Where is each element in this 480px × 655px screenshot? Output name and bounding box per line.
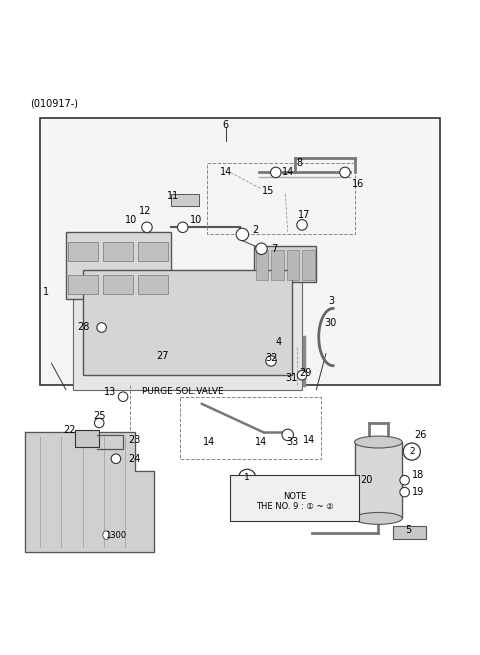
Text: 4: 4: [275, 337, 281, 346]
FancyBboxPatch shape: [271, 250, 284, 280]
Circle shape: [142, 222, 152, 233]
Text: 25: 25: [93, 411, 106, 421]
Circle shape: [403, 443, 420, 460]
Circle shape: [95, 418, 104, 428]
Text: 3: 3: [328, 296, 335, 307]
FancyBboxPatch shape: [355, 442, 402, 518]
Text: 24: 24: [128, 454, 140, 464]
Text: 27: 27: [156, 351, 168, 361]
Text: 5: 5: [406, 525, 412, 535]
Circle shape: [97, 323, 107, 332]
Text: 14: 14: [219, 168, 232, 178]
FancyBboxPatch shape: [73, 271, 302, 390]
Bar: [393, 525, 426, 539]
Text: 14: 14: [255, 437, 268, 447]
Circle shape: [400, 487, 409, 497]
Ellipse shape: [103, 531, 110, 539]
Text: PURGE SOL.VALVE: PURGE SOL.VALVE: [142, 387, 224, 396]
Circle shape: [282, 429, 293, 441]
FancyBboxPatch shape: [68, 242, 98, 261]
FancyBboxPatch shape: [83, 271, 292, 375]
Text: 11: 11: [167, 191, 180, 201]
Text: 33: 33: [287, 437, 299, 447]
Text: 18: 18: [412, 470, 424, 480]
Text: 13: 13: [104, 387, 116, 397]
Text: 20: 20: [360, 476, 372, 485]
Circle shape: [239, 469, 256, 487]
Text: NOTE
THE NO. 9 : ① ~ ②: NOTE THE NO. 9 : ① ~ ②: [256, 492, 334, 512]
Circle shape: [118, 392, 128, 402]
Text: 26: 26: [414, 430, 427, 440]
Text: 28: 28: [77, 322, 90, 333]
Text: 10: 10: [125, 215, 137, 225]
FancyBboxPatch shape: [230, 476, 360, 521]
Text: 8: 8: [297, 158, 303, 168]
Circle shape: [297, 219, 307, 230]
FancyBboxPatch shape: [254, 246, 316, 282]
Text: 19: 19: [412, 487, 424, 497]
Text: 14: 14: [203, 437, 215, 447]
FancyBboxPatch shape: [302, 250, 315, 280]
Bar: [75, 430, 99, 447]
FancyBboxPatch shape: [103, 242, 133, 261]
Text: 29: 29: [300, 368, 312, 378]
Text: 31: 31: [285, 373, 297, 383]
Text: 32: 32: [265, 352, 277, 363]
FancyBboxPatch shape: [287, 250, 300, 280]
FancyBboxPatch shape: [138, 242, 168, 261]
Text: (010917-): (010917-): [30, 98, 78, 108]
Ellipse shape: [355, 512, 402, 525]
Text: 1300: 1300: [105, 531, 127, 540]
Text: 15: 15: [262, 187, 274, 196]
Text: 12: 12: [139, 206, 152, 215]
FancyBboxPatch shape: [103, 275, 133, 294]
Text: 6: 6: [223, 120, 229, 130]
FancyBboxPatch shape: [256, 250, 268, 280]
Circle shape: [400, 476, 409, 485]
Text: 1: 1: [43, 287, 49, 297]
Circle shape: [271, 167, 281, 178]
Text: 2: 2: [409, 447, 415, 456]
Text: 16: 16: [352, 179, 364, 189]
Polygon shape: [25, 432, 154, 552]
Text: 1: 1: [244, 474, 250, 482]
Circle shape: [236, 228, 249, 240]
Text: 14: 14: [303, 435, 315, 445]
Ellipse shape: [355, 436, 402, 448]
Circle shape: [297, 371, 307, 380]
Circle shape: [111, 454, 120, 464]
Circle shape: [256, 243, 267, 255]
FancyBboxPatch shape: [66, 232, 171, 299]
FancyBboxPatch shape: [39, 117, 441, 384]
Circle shape: [340, 167, 350, 178]
Text: 10: 10: [190, 215, 202, 225]
Text: 22: 22: [63, 425, 75, 435]
Text: 17: 17: [298, 210, 311, 220]
Circle shape: [178, 222, 188, 233]
Text: 23: 23: [128, 435, 140, 445]
FancyBboxPatch shape: [68, 275, 98, 294]
Text: 7: 7: [271, 244, 277, 253]
Text: 30: 30: [324, 318, 337, 328]
Text: 14: 14: [282, 168, 294, 178]
FancyBboxPatch shape: [138, 275, 168, 294]
Circle shape: [266, 356, 276, 366]
Bar: [171, 194, 199, 206]
Text: 2: 2: [252, 225, 258, 234]
